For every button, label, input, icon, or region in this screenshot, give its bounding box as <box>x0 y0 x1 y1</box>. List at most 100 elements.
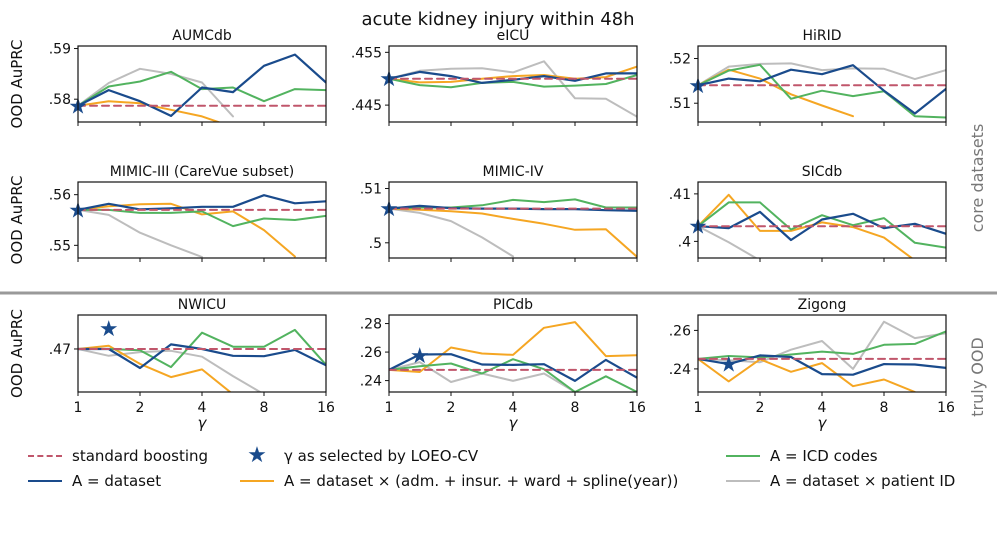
panel-title: MIMIC-III (CareVue subset) <box>110 164 294 180</box>
x-axis-label: γ <box>818 414 828 432</box>
panel-grid: AUMCdb ★ .58 .59 OOD AuPRC eICU★.445.455 HiRID… <box>8 28 955 432</box>
panel-frame <box>388 181 638 259</box>
y-tick-label: .47 <box>49 342 71 358</box>
series-line-dataset <box>78 53 326 118</box>
y-tick-label: .24 <box>669 362 691 378</box>
series-line-patient <box>78 348 263 392</box>
legend-label-dataset: A = dataset <box>72 472 162 490</box>
plot-area <box>78 328 326 392</box>
panel-title: NWICU <box>178 297 226 313</box>
selected-gamma-star-icon: ★ <box>719 353 739 378</box>
selected-gamma-star-icon: ★ <box>99 317 119 342</box>
series-line-patient <box>698 62 946 87</box>
x-tick-label: 8 <box>260 400 269 416</box>
series-line-admission <box>389 321 637 373</box>
y-tick-label: .4 <box>678 234 691 250</box>
plot-area <box>389 198 637 258</box>
x-tick-label: 2 <box>136 400 145 416</box>
x-tick-label: 2 <box>756 400 765 416</box>
x-tick-label: 1 <box>385 400 394 416</box>
panel-nwicu: NWICU ★ .47 1 2 4 8 16 γ OOD AuPRC <box>8 297 335 432</box>
panel-mimic-iv: MIMIC-IV★.5.51 <box>360 164 638 262</box>
legend-label-star: γ as selected by LOEO-CV <box>284 447 479 465</box>
plot-area <box>698 193 946 258</box>
x-tick-label: 2 <box>447 400 456 416</box>
series-line-icd <box>698 63 946 119</box>
star-icon: ★ <box>247 443 267 468</box>
x-tick-label: 16 <box>628 400 646 416</box>
legend-item-admission: A = dataset × (adm. + insur. + ward + sp… <box>240 472 678 490</box>
y-tick-label: .56 <box>49 188 71 204</box>
y-tick-label: .51 <box>360 182 382 198</box>
series-line-dataset <box>698 354 946 376</box>
x-tick-label: 1 <box>74 400 83 416</box>
series-line-admission <box>698 357 916 392</box>
legend-label-patient: A = dataset × patient ID <box>770 472 956 490</box>
legend-item-patient: A = dataset × patient ID <box>726 472 955 490</box>
x-tick-label: 8 <box>880 400 889 416</box>
plot-area <box>698 62 946 119</box>
x-tick-label: 16 <box>317 400 335 416</box>
panel-title: Zigong <box>798 297 847 313</box>
series-line-icd <box>389 74 637 89</box>
panel-title: SICdb <box>802 164 843 180</box>
y-tick-label: .24 <box>360 374 382 390</box>
panel-eicu: eICU★.445.455 <box>351 28 638 126</box>
series-line-patient <box>698 225 758 258</box>
legend-label-standard: standard boosting <box>72 447 209 465</box>
series-line-icd <box>698 201 946 249</box>
y-axis-label: OOD AuPRC <box>8 40 26 129</box>
panel-title: AUMCdb <box>172 28 232 44</box>
series-line-dataset <box>389 70 637 85</box>
plot-area <box>78 53 326 122</box>
y-tick-label: .55 <box>49 238 71 254</box>
y-tick-label: .51 <box>669 96 691 112</box>
legend-item-icd: A = ICD codes <box>726 447 878 465</box>
series-line-icd <box>389 358 637 392</box>
legend-label-icd: A = ICD codes <box>770 447 878 465</box>
legend-item-dataset: A = dataset <box>28 472 161 490</box>
panel-title: PICdb <box>493 297 533 313</box>
y-tick-label: .59 <box>49 42 71 58</box>
row-label-core: core datasets <box>968 124 987 233</box>
panel-title: eICU <box>497 28 530 44</box>
series-line-dataset <box>698 64 946 115</box>
panel-sicdb: SICdb★.4.41 <box>669 164 947 262</box>
row-label-ood: truly OOD <box>968 337 987 417</box>
x-axis-label: γ <box>509 414 519 432</box>
y-tick-label: .52 <box>669 52 691 68</box>
panel-title: HiRID <box>802 28 841 44</box>
y-axis-label: OOD AuPRC <box>8 176 26 265</box>
x-tick-label: 16 <box>937 400 955 416</box>
x-tick-label: 4 <box>818 400 827 416</box>
series-line-patient <box>389 60 637 118</box>
series-line-admission <box>389 65 637 84</box>
y-tick-label: .455 <box>351 45 382 61</box>
x-tick-label: 1 <box>694 400 703 416</box>
y-tick-label: .41 <box>669 187 691 203</box>
panel-picdb: PICdb ★ .24 .26 .28 1 2 4 8 16 γ <box>360 297 646 432</box>
panel-zigong: Zigong ★ .24 .26 1 2 4 8 16 γ <box>669 297 955 432</box>
legend-label-admission: A = dataset × (adm. + insur. + ward + sp… <box>284 472 679 490</box>
y-tick-label: .28 <box>360 317 382 333</box>
figure-title: acute kidney injury within 48h <box>361 9 634 30</box>
series-line-dataset <box>78 194 326 211</box>
plot-area <box>78 194 326 258</box>
panel-hirid: HiRID★.51.52 <box>669 28 947 126</box>
y-tick-label: .58 <box>49 92 71 108</box>
y-tick-label: .26 <box>360 345 382 361</box>
y-axis-label: OOD AuPRC <box>8 309 26 398</box>
series-line-admission <box>78 344 232 392</box>
series-line-icd <box>698 330 946 360</box>
series-line-patient <box>78 208 203 258</box>
x-tick-label: 8 <box>571 400 580 416</box>
series-line-patient <box>389 207 514 258</box>
panel-title: MIMIC-IV <box>483 164 544 180</box>
selected-gamma-star-icon: ★ <box>410 344 430 369</box>
x-tick-label: 4 <box>198 400 207 416</box>
plot-area <box>389 321 637 392</box>
series-line-admission <box>389 207 637 258</box>
